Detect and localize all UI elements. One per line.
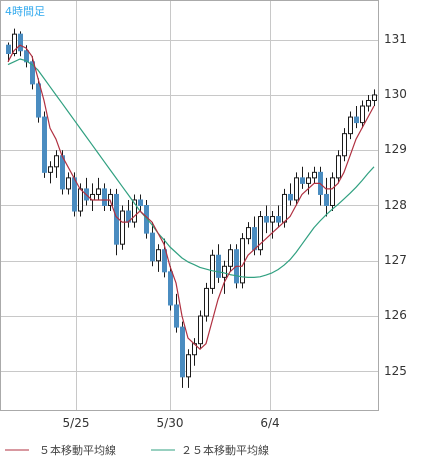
candle-body-up bbox=[222, 265, 227, 278]
candle-body-down bbox=[354, 116, 359, 124]
legend-label-ma25: ２５本移動平均線 bbox=[181, 443, 269, 457]
candles bbox=[6, 28, 377, 388]
candle-body-down bbox=[216, 254, 221, 278]
gridlines bbox=[1, 1, 378, 410]
x-axis-tick-labels: 5/25 5/30 6/4 bbox=[63, 416, 280, 430]
candle-body-down bbox=[30, 61, 35, 85]
y-tick-label: 130 bbox=[384, 87, 407, 101]
candle-body-down bbox=[162, 249, 167, 273]
moving-average-lines bbox=[7, 44, 375, 350]
candle-body-down bbox=[18, 33, 23, 52]
candle-body-up bbox=[360, 105, 365, 124]
candle-body-up bbox=[282, 193, 287, 223]
candle-body-up bbox=[336, 155, 341, 179]
candle-body-down bbox=[300, 177, 305, 184]
candle-body-down bbox=[150, 232, 155, 262]
y-tick-label: 129 bbox=[384, 142, 407, 156]
ma5-line bbox=[7, 44, 375, 350]
y-tick-label: 125 bbox=[384, 364, 407, 378]
candle-body-up bbox=[96, 188, 101, 195]
x-tick-label: 5/30 bbox=[157, 416, 184, 430]
candle-body-down bbox=[72, 177, 77, 212]
candle-body-up bbox=[372, 94, 377, 101]
candle-body-down bbox=[288, 193, 293, 201]
candle-body-up bbox=[120, 210, 125, 245]
y-tick-label: 128 bbox=[384, 198, 407, 212]
candle-body-up bbox=[66, 177, 71, 190]
candle-body-down bbox=[324, 193, 329, 207]
candle-body-down bbox=[138, 199, 143, 207]
candle-body-up bbox=[198, 315, 203, 345]
candle-body-up bbox=[228, 249, 233, 267]
candle-body-down bbox=[174, 304, 179, 328]
y-tick-label: 131 bbox=[384, 32, 407, 46]
candle-body-up bbox=[306, 177, 311, 184]
candle-body-up bbox=[348, 116, 353, 135]
candle-body-down bbox=[114, 193, 119, 245]
candle-body-down bbox=[24, 50, 29, 63]
candle-body-up bbox=[258, 216, 263, 251]
x-tick-label: 6/4 bbox=[260, 416, 279, 430]
candle-body-up bbox=[156, 249, 161, 262]
candle-body-up bbox=[330, 177, 335, 207]
plot-frame bbox=[0, 0, 379, 411]
candle-body-up bbox=[210, 254, 215, 289]
ma25-line bbox=[7, 58, 375, 278]
candle-body-down bbox=[6, 44, 11, 55]
candle-body-up bbox=[78, 188, 83, 212]
candle-body-up bbox=[54, 155, 59, 168]
candle-body-down bbox=[60, 155, 65, 190]
candle-body-up bbox=[12, 33, 17, 55]
candle-body-down bbox=[102, 188, 107, 206]
candle-body-down bbox=[264, 216, 269, 223]
timeframe-label: 4時間足 bbox=[5, 5, 45, 18]
candle-body-up bbox=[312, 171, 317, 179]
legend: ５本移動平均線 ２５本移動平均線 bbox=[5, 443, 269, 457]
candle-body-down bbox=[252, 227, 257, 251]
candle-body-up bbox=[366, 99, 371, 107]
candle-body-down bbox=[36, 83, 41, 118]
candle-body-up bbox=[342, 133, 347, 157]
candle-body-down bbox=[42, 116, 47, 173]
candle-body-up bbox=[186, 354, 191, 378]
y-tick-label: 127 bbox=[384, 253, 407, 267]
legend-label-ma5: ５本移動平均線 bbox=[39, 443, 116, 457]
y-axis-tick-labels: 131 130 129 128 127 126 125 bbox=[384, 32, 407, 378]
candle-body-up bbox=[132, 199, 137, 223]
candle-body-down bbox=[276, 216, 281, 223]
candle-body-down bbox=[180, 326, 185, 378]
candle-body-up bbox=[246, 227, 251, 240]
candle-body-down bbox=[168, 271, 173, 306]
y-tick-label: 126 bbox=[384, 308, 407, 322]
candle-body-up bbox=[48, 166, 53, 173]
x-tick-label: 5/25 bbox=[63, 416, 90, 430]
candle-body-up bbox=[294, 177, 299, 201]
candle-body-up bbox=[204, 287, 209, 317]
candle-body-up bbox=[270, 216, 275, 223]
